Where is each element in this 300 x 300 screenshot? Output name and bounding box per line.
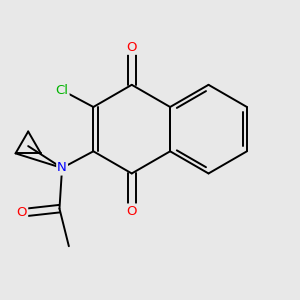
Text: N: N: [57, 161, 67, 175]
Text: O: O: [127, 41, 137, 54]
Text: Cl: Cl: [56, 84, 69, 97]
Text: O: O: [127, 205, 137, 218]
Text: O: O: [17, 206, 27, 219]
